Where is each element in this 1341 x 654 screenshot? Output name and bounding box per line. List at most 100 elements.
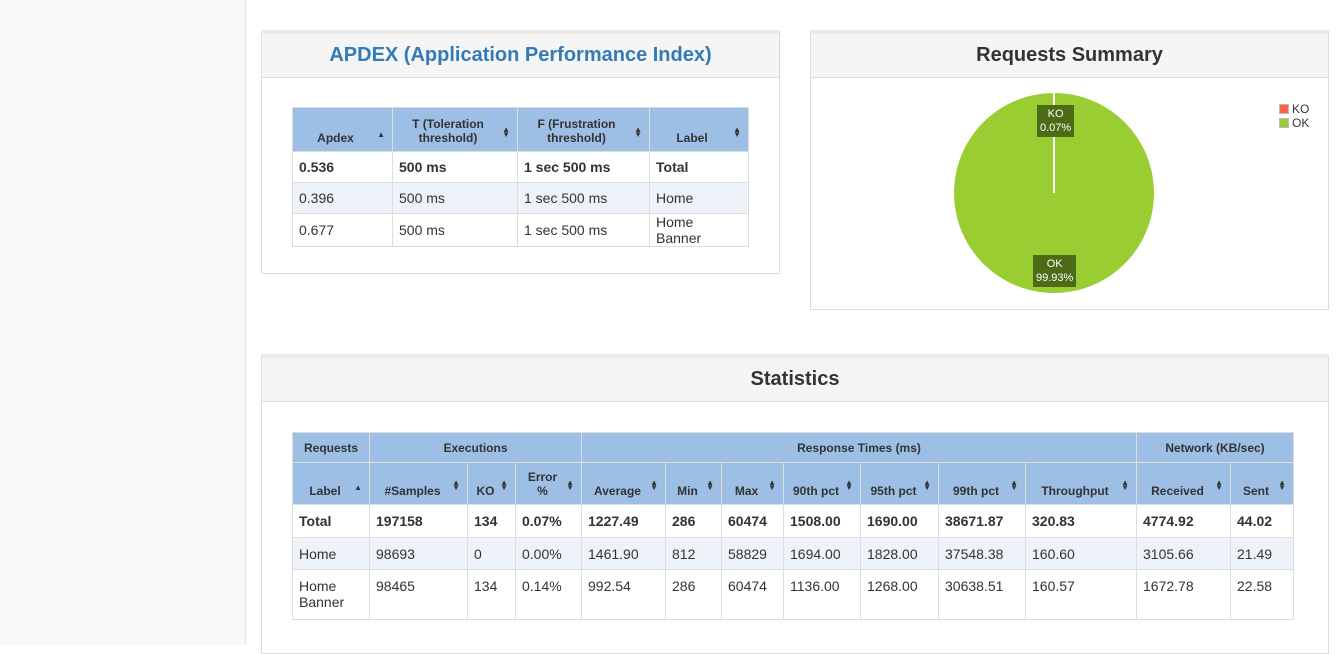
legend-swatch-ok <box>1279 118 1289 128</box>
stats-cell: 1268.00 <box>861 570 939 620</box>
legend-swatch-ko <box>1279 104 1289 114</box>
sort-icon: ▲▼ <box>733 127 741 137</box>
stats-cell: 98693 <box>370 538 468 570</box>
stats-cell: 30638.51 <box>939 570 1026 620</box>
stats-cell: Home <box>293 538 370 570</box>
stats-cell: 3105.66 <box>1137 538 1231 570</box>
sort-icon: ▲▼ <box>1215 480 1223 490</box>
stats-header-95th-pct[interactable]: 95th pct▲▼ <box>861 463 939 505</box>
sort-icon: ▲▼ <box>706 480 714 490</box>
apdex-cell: 0.396 <box>293 183 393 214</box>
stats-cell: 134 <box>468 505 516 538</box>
apdex-panel: APDEX (Application Performance Index) Ap… <box>261 30 780 274</box>
sort-icon: ▲▼ <box>1010 480 1018 490</box>
group-network: Network (KB/sec) <box>1137 433 1294 463</box>
stats-cell: Home Banner <box>293 570 370 620</box>
apdex-table: Apdex▲ T (Toleration threshold)▲▼ F (Fru… <box>292 107 749 247</box>
stats-cell: 21.49 <box>1231 538 1294 570</box>
apdex-header-apdex[interactable]: Apdex▲ <box>293 108 393 152</box>
apdex-cell: 500 ms <box>393 152 518 183</box>
apdex-cell: 1 sec 500 ms <box>518 183 650 214</box>
apdex-cell: 0.536 <box>293 152 393 183</box>
sort-icon: ▲▼ <box>923 480 931 490</box>
apdex-cell: 500 ms <box>393 183 518 214</box>
sort-asc-icon: ▲ <box>377 132 385 137</box>
stats-cell: 992.54 <box>582 570 666 620</box>
stats-cell: 60474 <box>722 505 784 538</box>
stats-header-ko[interactable]: KO▲▼ <box>468 463 516 505</box>
stats-cell: 0.14% <box>516 570 582 620</box>
stats-cell: 0 <box>468 538 516 570</box>
apdex-cell: 1 sec 500 ms <box>518 214 650 247</box>
apdex-header-label[interactable]: Label▲▼ <box>650 108 749 152</box>
group-response-times: Response Times (ms) <box>582 433 1137 463</box>
stats-cell: 4774.92 <box>1137 505 1231 538</box>
stats-cell: 1136.00 <box>784 570 861 620</box>
apdex-header-t[interactable]: T (Toleration threshold)▲▼ <box>393 108 518 152</box>
stats-cell: 1508.00 <box>784 505 861 538</box>
stats-cell: 1672.78 <box>1137 570 1231 620</box>
stats-cell: 812 <box>666 538 722 570</box>
stats-cell: Total <box>293 505 370 538</box>
sidebar <box>0 0 246 645</box>
apdex-cell: Home <box>650 183 749 214</box>
apdex-cell: 0.677 <box>293 214 393 247</box>
sort-icon: ▲▼ <box>768 480 776 490</box>
statistics-panel: Statistics Requests Executions Response … <box>261 354 1329 654</box>
stats-header-average[interactable]: Average▲▼ <box>582 463 666 505</box>
stats-header-received[interactable]: Received▲▼ <box>1137 463 1231 505</box>
stats-cell: 60474 <box>722 570 784 620</box>
sort-icon: ▲▼ <box>452 480 460 490</box>
stats-cell: 286 <box>666 505 722 538</box>
sort-icon: ▲▼ <box>845 480 853 490</box>
stats-cell: 58829 <box>722 538 784 570</box>
legend-item-ok[interactable]: OK <box>1279 116 1309 130</box>
legend-item-ko[interactable]: KO <box>1279 102 1309 116</box>
stats-header-error[interactable]: Error %▲▼ <box>516 463 582 505</box>
stats-cell: 286 <box>666 570 722 620</box>
group-executions: Executions <box>370 433 582 463</box>
stats-cell: 197158 <box>370 505 468 538</box>
statistics-title: Statistics <box>262 358 1328 402</box>
stats-cell: 1227.49 <box>582 505 666 538</box>
apdex-cell: Total <box>650 152 749 183</box>
sort-icon: ▲▼ <box>566 480 574 490</box>
stats-header-90th-pct[interactable]: 90th pct▲▼ <box>784 463 861 505</box>
sort-icon: ▲▼ <box>1278 480 1286 490</box>
pie-legend: KO OK <box>1279 102 1309 130</box>
stats-header-max[interactable]: Max▲▼ <box>722 463 784 505</box>
stats-cell: 37548.38 <box>939 538 1026 570</box>
statistics-table: Requests Executions Response Times (ms) … <box>292 432 1294 620</box>
apdex-header-f[interactable]: F (Frustration threshold)▲▼ <box>518 108 650 152</box>
stats-header-label[interactable]: Label▲ <box>293 463 370 505</box>
apdex-cell: 500 ms <box>393 214 518 247</box>
sort-icon: ▲▼ <box>1121 480 1129 490</box>
stats-header-min[interactable]: Min▲▼ <box>666 463 722 505</box>
apdex-cell: Home Banner <box>650 214 749 247</box>
stats-cell: 22.58 <box>1231 570 1294 620</box>
requests-summary-title: Requests Summary <box>811 34 1328 78</box>
apdex-title: APDEX (Application Performance Index) <box>262 34 779 78</box>
stats-cell: 320.83 <box>1026 505 1137 538</box>
stats-cell: 1461.90 <box>582 538 666 570</box>
stats-header-sent[interactable]: Sent▲▼ <box>1231 463 1294 505</box>
stats-cell: 0.00% <box>516 538 582 570</box>
stats-cell: 98465 <box>370 570 468 620</box>
stats-cell: 1690.00 <box>861 505 939 538</box>
stats-header-samples[interactable]: #Samples▲▼ <box>370 463 468 505</box>
stats-cell: 160.57 <box>1026 570 1137 620</box>
stats-header-99th-pct[interactable]: 99th pct▲▼ <box>939 463 1026 505</box>
group-requests: Requests <box>293 433 370 463</box>
sort-icon: ▲▼ <box>634 127 642 137</box>
stats-header-throughput[interactable]: Throughput▲▼ <box>1026 463 1137 505</box>
sort-icon: ▲▼ <box>502 127 510 137</box>
sort-asc-icon: ▲ <box>354 485 362 490</box>
stats-cell: 0.07% <box>516 505 582 538</box>
